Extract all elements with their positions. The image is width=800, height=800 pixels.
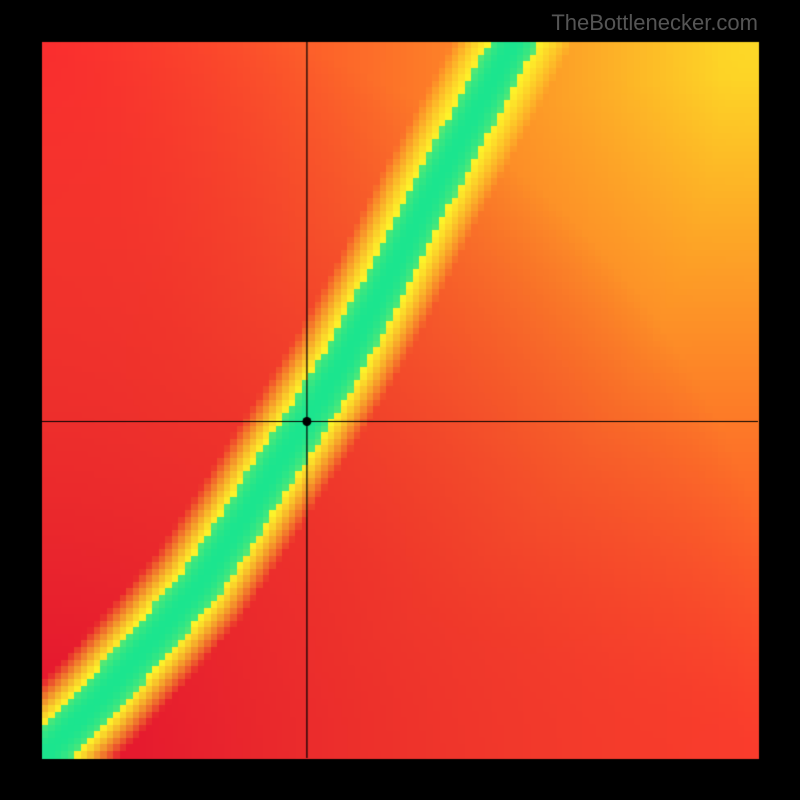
watermark-text: TheBottlenecker.com: [551, 10, 758, 36]
heatmap-plot: [0, 0, 800, 800]
chart-container: { "canvas": { "width": 800, "height": 80…: [0, 0, 800, 800]
